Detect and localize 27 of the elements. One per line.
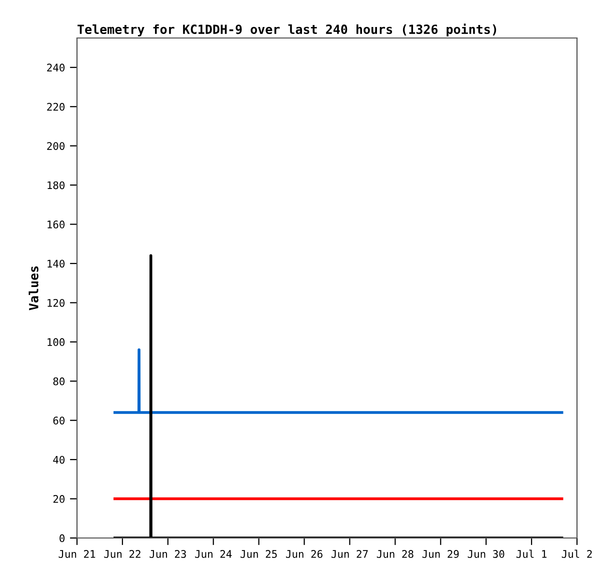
y-tick-label: 120 bbox=[48, 298, 65, 307]
y-tick-label: 40 bbox=[53, 456, 65, 464]
y-tick-label: 0 bbox=[60, 534, 65, 542]
y-tick-label: 100 bbox=[48, 338, 65, 346]
x-tick-label: Jun 29 bbox=[422, 550, 459, 558]
x-tick-label: Jun 22 bbox=[104, 550, 140, 558]
y-tick-label: 60 bbox=[53, 416, 65, 424]
x-tick-label: Jun 27 bbox=[331, 550, 368, 558]
x-tick-label: Jun 25 bbox=[240, 550, 277, 558]
x-tick-label: Jul 1 bbox=[516, 550, 547, 558]
x-tick-label: Jun 21 bbox=[58, 550, 96, 558]
y-tick-label: 20 bbox=[53, 495, 65, 503]
y-tick-label: 220 bbox=[47, 102, 65, 111]
y-tick-label: 180 bbox=[48, 181, 65, 190]
y-tick-label: 80 bbox=[53, 377, 65, 386]
x-tick-label: Jun 26 bbox=[286, 550, 322, 558]
y-tick-label: 240 bbox=[47, 64, 65, 72]
x-tick-label: Jun 23 bbox=[150, 550, 186, 558]
x-tick-label: Jun 28 bbox=[376, 550, 414, 558]
y-tick-label: 160 bbox=[48, 220, 65, 228]
y-tick-label: 200 bbox=[47, 142, 65, 150]
x-tick-label: Jun 30 bbox=[468, 550, 504, 558]
x-tick-label: Jul 2 bbox=[562, 550, 592, 558]
x-tick-label: Jun 24 bbox=[195, 550, 232, 558]
y-axis-title: Values bbox=[28, 266, 38, 310]
chart-title: Telemetry for KC1DDH-9 over last 240 hours (1326 points) bbox=[78, 24, 496, 36]
y-tick-label: 140 bbox=[48, 260, 65, 268]
